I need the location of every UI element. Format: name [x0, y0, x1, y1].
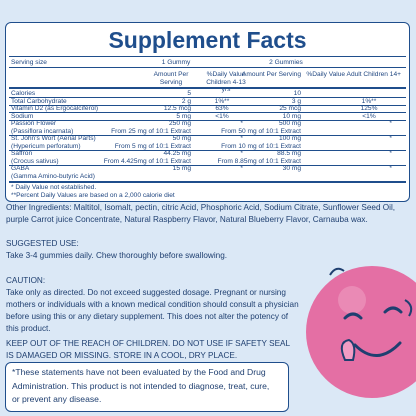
daily-value: *	[240, 165, 243, 172]
amount: 30 mg	[282, 165, 301, 172]
caution: CAUTION:	[6, 276, 46, 285]
other-ingredients: Other Ingredients: Maltitol, Isomalt, pe…	[6, 203, 396, 212]
daily-value: 1%**	[214, 97, 230, 105]
amount: 5 mg	[176, 112, 191, 120]
nutrient-name: GABA	[11, 165, 30, 172]
warning: KEEP OUT OF THE REACH OF CHILDREN. DO NO…	[6, 339, 291, 348]
amount-header: Amount Per Serving	[241, 71, 301, 78]
rule	[9, 97, 406, 98]
amount: 100 mg	[279, 135, 301, 142]
daily-value: *	[389, 165, 392, 172]
disclaimer-line: Administration. This product is not inte…	[12, 380, 270, 391]
daily-value: <1%	[362, 112, 376, 120]
botanical-name: (Passiflora incarnata)	[11, 127, 74, 135]
nutrient-name: Total Carbohydrate	[11, 97, 67, 105]
daily-value: 1%**	[361, 97, 377, 105]
amount: 5	[187, 90, 191, 97]
daily-value: *	[389, 135, 392, 142]
amount: 3 g	[291, 97, 301, 105]
nutrient-name: Passion Flower	[11, 120, 57, 127]
amount: 25 mcg	[279, 105, 301, 112]
nutrient-name: St. John's Wort (Aerial Parts)	[11, 135, 96, 142]
daily-value: *	[240, 120, 243, 127]
amount: 500 mg	[279, 120, 301, 127]
amount: 50 mg	[172, 135, 191, 142]
disclaimer-line: *These statements have not been evaluate…	[12, 367, 266, 377]
rule	[9, 56, 406, 58]
extract: From 4.425mg of 10:1 Extract	[103, 157, 191, 165]
title: Supplement Facts	[108, 27, 307, 53]
daily-value: 63%	[215, 105, 229, 112]
extract: From 5 mg of 10:1 Extract	[114, 142, 191, 150]
serving: 2 Gummies	[269, 59, 303, 66]
extract: From 25 mg of 10:1 Extract	[111, 127, 191, 135]
botanical-name: (Crocus sativus)	[11, 157, 59, 165]
amount: 10	[293, 90, 301, 97]
amount-header: Amount Per Serving	[153, 71, 189, 86]
caution: Take only as directed. Do not exceed sug…	[6, 288, 286, 297]
caution: mothers or individuals with a known medi…	[6, 300, 299, 309]
rule	[9, 134, 406, 136]
rule	[9, 149, 406, 151]
amount: 44.25 mg	[163, 150, 192, 157]
daily-value: *	[389, 120, 392, 127]
warning: IS DAMAGED OR MISSING. STORE IN A COOL, …	[6, 351, 238, 360]
footnote: * Daily Value not established.	[11, 184, 97, 191]
amount: 15 mg	[172, 165, 191, 172]
disclaimer-box: *These statements have not been evaluate…	[5, 362, 289, 412]
footnote: **Percent Daily Values are based on a 2,…	[11, 192, 175, 199]
other-ingredients: purple Carrot juice Concentrate, Natural…	[6, 215, 368, 224]
botanical-name: (Hypericum perforatum)	[11, 142, 81, 150]
rule	[9, 112, 406, 113]
nutrient-name: Sodium	[11, 112, 34, 120]
caution: before using this or any dietary supplem…	[6, 312, 289, 321]
daily-value: *	[389, 150, 392, 157]
extract: From 50 mg of 10:1 Extract	[221, 127, 301, 135]
daily-value: <1%	[215, 112, 229, 120]
rule	[9, 67, 406, 68]
botanical-name: (Gamma Amino-butyric Acid)	[11, 172, 95, 180]
amount: 2 g	[181, 97, 191, 105]
suggested-use: SUGGESTED USE:	[6, 239, 79, 248]
serving: 1 Gummy	[161, 59, 191, 66]
amount: 88.5 mg	[277, 150, 301, 157]
suggested-use: Take 3-4 gummies daily. Chew thoroughly …	[6, 251, 228, 260]
daily-value: *	[240, 150, 243, 157]
rule	[9, 164, 406, 166]
facts-panel: Supplement Facts Serving size 1 Gummy Amou…	[5, 22, 410, 202]
extract: From 8.85mg of 10:1 Extract	[217, 157, 301, 165]
dv-header: %Daily Value Children 4-13 yrs	[206, 71, 246, 93]
nutrient-name: Saffron	[11, 150, 33, 157]
nutrient-name: Calories	[11, 90, 36, 97]
rule	[9, 180, 406, 183]
daily-value: *	[240, 135, 243, 142]
amount: 250 mg	[169, 120, 191, 127]
amount: 10 mg	[282, 112, 301, 120]
caution: this product.	[6, 324, 51, 333]
disclaimer-line: or prevent any disease.	[12, 394, 102, 404]
rule	[9, 119, 406, 121]
dv-header: %Daily Value Adult Children 14+	[306, 71, 401, 78]
serving-label: Serving size	[11, 59, 47, 66]
nutrient-name: Vitamin D2 (as Ergocalciferol)	[11, 105, 99, 112]
rule	[9, 87, 406, 89]
daily-value: 125%	[360, 105, 378, 112]
extract: From 10 mg of 10:1 Extract	[221, 142, 301, 150]
amount: 12.5 mcg	[163, 105, 191, 112]
rule	[9, 104, 406, 106]
